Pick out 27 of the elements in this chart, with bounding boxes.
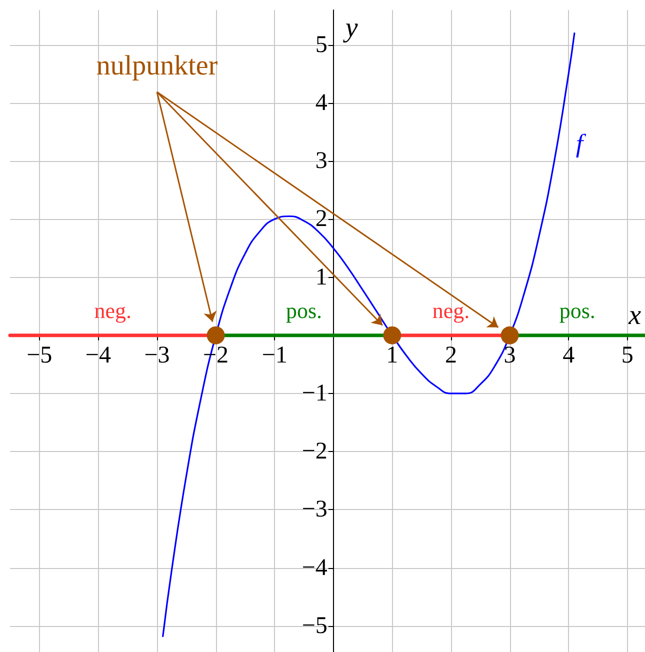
- x-tick-label: −1: [262, 342, 288, 368]
- y-tick-label: −2: [302, 438, 328, 465]
- x-tick-label: 4: [562, 342, 575, 368]
- series-label: f: [576, 128, 587, 158]
- y-tick-label: −5: [302, 612, 328, 639]
- y-tick-label: −1: [302, 380, 328, 406]
- x-tick-label: 2: [444, 342, 457, 368]
- y-tick-label: 4: [315, 90, 328, 116]
- x-tick-label: 1: [386, 342, 398, 368]
- y-tick-label: 3: [315, 148, 328, 174]
- y-axis-title: y: [342, 12, 358, 44]
- y-tick-label: −4: [302, 554, 328, 581]
- y-tick-label: 5: [315, 32, 328, 58]
- x-tick-label: −3: [144, 342, 170, 368]
- x-tick-label: 3: [504, 342, 516, 368]
- x-tick-label: −5: [26, 342, 52, 368]
- y-tick-label: −3: [302, 496, 328, 523]
- annotation: neg.: [432, 298, 470, 323]
- annotation: nulpunkter: [96, 50, 218, 82]
- annotation: pos.: [286, 298, 322, 323]
- annotation: pos.: [559, 298, 596, 323]
- x-tick-label: −4: [85, 342, 111, 368]
- annotation: neg.: [94, 298, 132, 323]
- y-tick-label: 2: [315, 206, 328, 232]
- y-tick-label: 1: [315, 264, 328, 290]
- x-tick-label: 5: [621, 342, 634, 368]
- x-axis-title: x: [628, 300, 642, 331]
